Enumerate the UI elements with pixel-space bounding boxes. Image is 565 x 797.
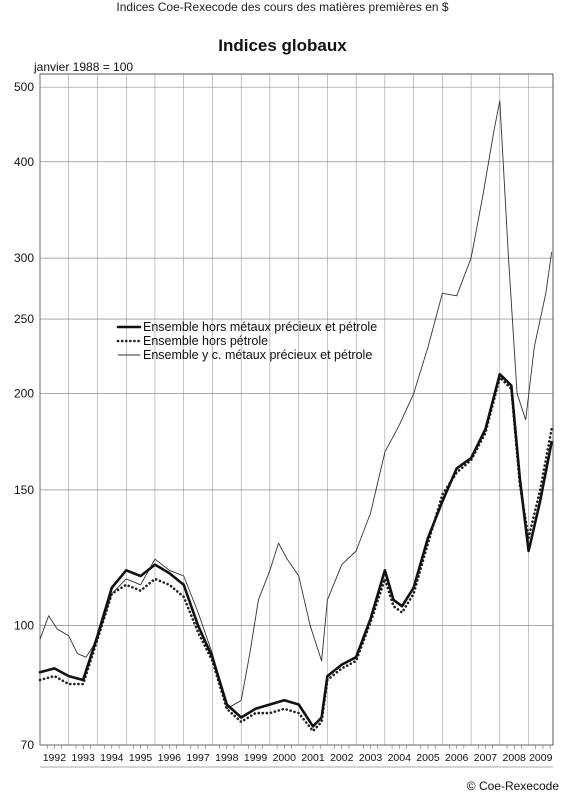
x-tick-label: 1992: [43, 752, 67, 764]
series-line-0: [38, 372, 553, 728]
y-tick-label: 500: [14, 80, 34, 94]
x-tick-label: 2006: [445, 752, 469, 764]
plot-frame: [39, 73, 554, 746]
x-tick-label: 2002: [330, 752, 354, 764]
y-tick-label: 300: [14, 251, 34, 265]
series-line-2: [39, 100, 553, 710]
y-tick-label: 70: [21, 738, 35, 752]
x-tick-label: 2005: [416, 752, 440, 764]
x-tick-label: 2007: [474, 752, 498, 764]
x-tick-label: 2000: [273, 752, 297, 764]
legend-label-2: Ensemble y c. métaux précieux et pétrole: [143, 348, 372, 362]
legend-label-1: Ensemble hors pétrole: [143, 334, 268, 348]
x-tick-label: 2001: [301, 752, 325, 764]
copyright: © Coe-Rexecode: [466, 779, 559, 793]
y-tick-label: 100: [14, 619, 34, 633]
y-tick-label: 150: [14, 483, 34, 497]
x-tick-label: 2008: [503, 752, 527, 764]
x-tick-label: 1997: [186, 752, 210, 764]
x-tick-label: 2003: [359, 752, 383, 764]
base-note: janvier 1988 = 100: [34, 60, 134, 74]
series-line-1: [38, 376, 553, 733]
y-tick-label: 200: [14, 387, 34, 401]
y-tick-label: 400: [14, 155, 34, 169]
x-tick-label: 1996: [158, 752, 182, 764]
x-tick-label: 2009: [529, 752, 553, 764]
x-tick-label: 1998: [215, 752, 239, 764]
x-tick-label: 1999: [244, 752, 268, 764]
x-tick-label: 1995: [129, 752, 153, 764]
y-tick-label: 250: [14, 312, 34, 326]
legend-label-0: Ensemble hors métaux précieux et pétrole: [143, 320, 377, 334]
x-tick-label: 1993: [71, 752, 95, 764]
x-tick-label: 1994: [100, 752, 124, 764]
x-tick-label: 2004: [388, 752, 412, 764]
chart-title: Indices globaux: [218, 36, 347, 55]
top-title: Indices Coe-Rexecode des cours des matiè…: [116, 0, 449, 14]
